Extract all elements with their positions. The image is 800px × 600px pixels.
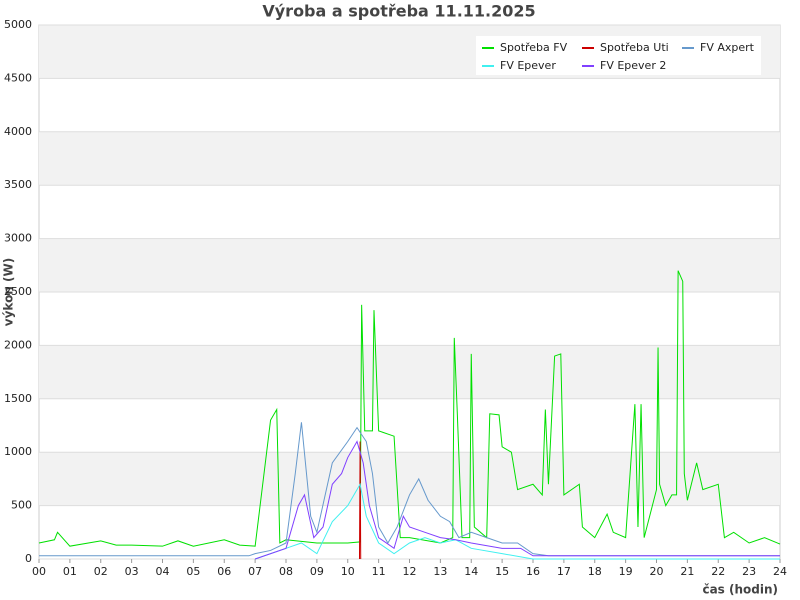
y-tick-label: 3000 [4, 232, 32, 245]
legend-label: FV Axpert [700, 41, 755, 54]
y-tick-label: 4000 [4, 125, 32, 138]
series-line [39, 422, 780, 557]
y-tick-label: 3500 [4, 178, 32, 191]
x-tick-label: 19 [619, 565, 633, 578]
x-tick-label: 03 [125, 565, 139, 578]
y-tick-label: 0 [25, 552, 32, 565]
legend-label: Spotřeba FV [500, 41, 568, 54]
x-tick-label: 06 [217, 565, 231, 578]
x-tick-label: 17 [557, 565, 571, 578]
x-tick-label: 05 [186, 565, 200, 578]
legend-box [476, 36, 761, 75]
x-tick-label: 20 [650, 565, 664, 578]
x-tick-label: 22 [711, 565, 725, 578]
series-line [254, 440, 780, 560]
x-tick-label: 15 [495, 565, 509, 578]
x-tick-label: 21 [680, 565, 694, 578]
x-tick-label: 13 [433, 565, 447, 578]
x-tick-label: 00 [32, 565, 46, 578]
grid-band [39, 238, 780, 292]
x-tick-label: 11 [372, 565, 386, 578]
x-tick-label: 02 [94, 565, 108, 578]
y-tick-label: 2000 [4, 338, 32, 351]
legend-label: Spotřeba Uti [600, 41, 669, 54]
x-tick-label: 23 [742, 565, 756, 578]
grid-band [39, 131, 780, 186]
series-line [38, 270, 781, 547]
series-line [254, 482, 780, 560]
x-tick-label: 09 [310, 565, 324, 578]
y-tick-label: 500 [11, 499, 32, 512]
grid-band [39, 452, 780, 506]
x-tick-label: 01 [63, 565, 77, 578]
y-tick-label: 4500 [4, 71, 32, 84]
legend-label: FV Epever [500, 59, 556, 72]
series-line [358, 441, 362, 560]
y-tick-label: 1000 [4, 445, 32, 458]
grid-band [39, 345, 780, 399]
legend-label: FV Epever 2 [600, 59, 666, 72]
y-tick-label: 1500 [4, 392, 32, 405]
x-tick-label: 14 [464, 565, 478, 578]
x-tick-label: 07 [248, 565, 262, 578]
x-tick-label: 04 [156, 565, 170, 578]
x-axis-label: čas (hodin) [702, 583, 778, 597]
x-tick-label: 10 [341, 565, 355, 578]
x-tick-label: 12 [403, 565, 417, 578]
x-tick-label: 08 [279, 565, 293, 578]
x-tick-label: 18 [588, 565, 602, 578]
y-axis-label: výkon (W) [2, 258, 16, 326]
x-tick-label: 16 [526, 565, 540, 578]
chart-title: Výroba a spotřeba 11.11.2025 [262, 2, 535, 21]
y-tick-label: 5000 [4, 18, 32, 31]
y-tick-label: 2500 [4, 285, 32, 298]
x-tick-label: 24 [773, 565, 787, 578]
